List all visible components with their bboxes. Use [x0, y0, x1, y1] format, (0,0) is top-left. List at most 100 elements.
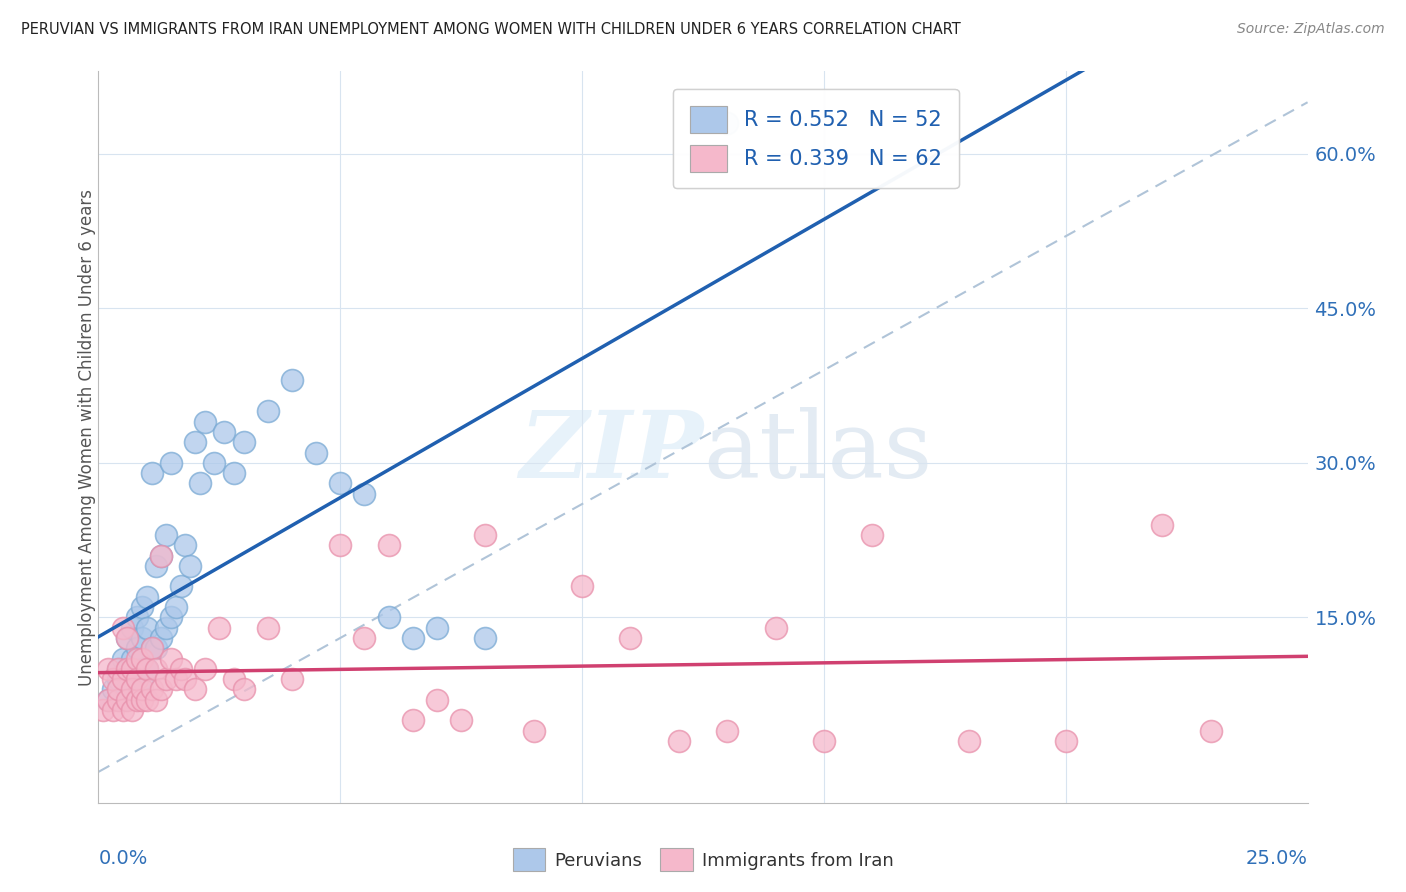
- Point: [184, 435, 207, 450]
- Point: [377, 610, 399, 624]
- Point: [117, 693, 139, 707]
- Point: [101, 682, 124, 697]
- Point: [716, 723, 738, 738]
- Legend: Peruvians, Immigrants from Iran: Peruvians, Immigrants from Iran: [505, 841, 901, 879]
- Text: atlas: atlas: [703, 407, 932, 497]
- Point: [141, 641, 163, 656]
- Point: [101, 672, 124, 686]
- Point: [1054, 734, 1077, 748]
- Point: [668, 734, 690, 748]
- Point: [160, 651, 183, 665]
- Point: [97, 693, 120, 707]
- Point: [179, 558, 201, 573]
- Point: [169, 579, 191, 593]
- Point: [426, 693, 449, 707]
- Text: ZIP: ZIP: [519, 407, 703, 497]
- Point: [619, 631, 641, 645]
- Point: [1152, 517, 1174, 532]
- Point: [256, 404, 278, 418]
- Point: [121, 682, 143, 697]
- Point: [165, 672, 187, 686]
- Point: [127, 672, 149, 686]
- Point: [232, 435, 254, 450]
- Point: [329, 538, 352, 552]
- Point: [135, 590, 157, 604]
- Point: [127, 641, 149, 656]
- Text: PERUVIAN VS IMMIGRANTS FROM IRAN UNEMPLOYMENT AMONG WOMEN WITH CHILDREN UNDER 6 : PERUVIAN VS IMMIGRANTS FROM IRAN UNEMPLO…: [21, 22, 960, 37]
- Point: [155, 672, 177, 686]
- Point: [765, 621, 787, 635]
- Point: [184, 682, 207, 697]
- Point: [131, 631, 153, 645]
- Point: [145, 558, 167, 573]
- Point: [127, 610, 149, 624]
- Point: [107, 693, 129, 707]
- Point: [117, 631, 139, 645]
- Point: [117, 631, 139, 645]
- Point: [121, 662, 143, 676]
- Point: [174, 672, 197, 686]
- Point: [131, 651, 153, 665]
- Point: [97, 693, 120, 707]
- Point: [121, 621, 143, 635]
- Point: [957, 734, 980, 748]
- Point: [426, 621, 449, 635]
- Point: [107, 682, 129, 697]
- Point: [107, 662, 129, 676]
- Point: [160, 456, 183, 470]
- Point: [174, 538, 197, 552]
- Point: [117, 662, 139, 676]
- Point: [155, 528, 177, 542]
- Point: [127, 693, 149, 707]
- Point: [91, 703, 114, 717]
- Point: [135, 662, 157, 676]
- Point: [121, 682, 143, 697]
- Point: [160, 610, 183, 624]
- Point: [97, 662, 120, 676]
- Point: [107, 672, 129, 686]
- Text: 25.0%: 25.0%: [1246, 849, 1308, 868]
- Point: [135, 662, 157, 676]
- Point: [117, 682, 139, 697]
- Point: [150, 682, 173, 697]
- Point: [111, 621, 134, 635]
- Point: [131, 672, 153, 686]
- Point: [281, 672, 304, 686]
- Text: Source: ZipAtlas.com: Source: ZipAtlas.com: [1237, 22, 1385, 37]
- Point: [150, 631, 173, 645]
- Point: [716, 116, 738, 130]
- Point: [194, 662, 217, 676]
- Point: [155, 621, 177, 635]
- Point: [141, 641, 163, 656]
- Y-axis label: Unemployment Among Women with Children Under 6 years: Unemployment Among Women with Children U…: [79, 188, 96, 686]
- Point: [169, 662, 191, 676]
- Point: [204, 456, 226, 470]
- Point: [127, 651, 149, 665]
- Point: [135, 621, 157, 635]
- Point: [111, 703, 134, 717]
- Point: [165, 600, 187, 615]
- Point: [131, 693, 153, 707]
- Point: [101, 703, 124, 717]
- Point: [377, 538, 399, 552]
- Point: [474, 631, 496, 645]
- Point: [523, 723, 546, 738]
- Point: [141, 682, 163, 697]
- Point: [145, 641, 167, 656]
- Point: [222, 466, 245, 480]
- Point: [141, 466, 163, 480]
- Point: [150, 549, 173, 563]
- Text: 0.0%: 0.0%: [98, 849, 148, 868]
- Point: [135, 693, 157, 707]
- Point: [281, 373, 304, 387]
- Point: [150, 549, 173, 563]
- Point: [232, 682, 254, 697]
- Point: [188, 476, 211, 491]
- Point: [256, 621, 278, 635]
- Point: [111, 672, 134, 686]
- Point: [813, 734, 835, 748]
- Point: [353, 631, 375, 645]
- Point: [860, 528, 883, 542]
- Point: [107, 662, 129, 676]
- Point: [329, 476, 352, 491]
